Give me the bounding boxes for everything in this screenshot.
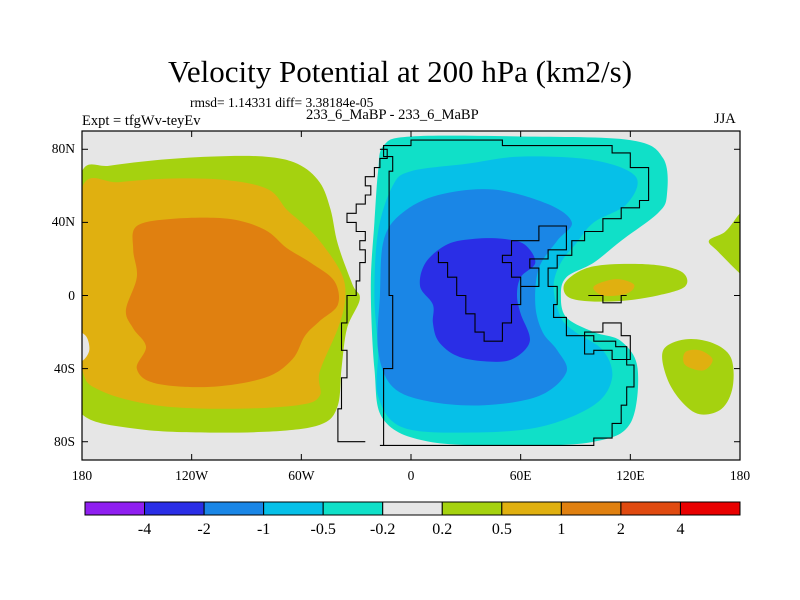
colorbar-label: -2: [197, 521, 211, 538]
contour-east-edge-positive: [708, 213, 740, 274]
y-tick-label: 80N: [51, 141, 75, 157]
y-tick-label: 40S: [53, 360, 75, 376]
y-tick-label: 40N: [51, 214, 75, 230]
x-tick-label: 180: [71, 468, 93, 483]
contour-west-edge-negative: [82, 332, 90, 362]
y-tick-label: 0: [68, 287, 75, 303]
colorbar-swatch: [501, 501, 562, 516]
land-outline-maritime: [588, 294, 627, 304]
colorbar-swatch: [620, 501, 681, 516]
colorbar: [84, 501, 741, 516]
contour-south-pacific-inner: [683, 349, 713, 371]
colorbar-swatch: [84, 501, 146, 516]
contour-east-negative-two: [419, 238, 536, 362]
land-outline-africa: [437, 225, 567, 342]
axis-ticks: [81, 131, 741, 460]
colorbar-swatch: [263, 501, 324, 516]
contour-layer: [82, 135, 740, 446]
colorbar-label: -4: [137, 521, 152, 538]
experiment-label: Expt = tfgWv-teyEv: [82, 113, 201, 129]
colorbar-swatch: [144, 501, 205, 516]
colorbar-swatch: [382, 501, 443, 516]
colorbar-swatch: [679, 501, 741, 516]
colorbar-label: 1: [557, 521, 566, 538]
contour-south-pacific-positive: [662, 338, 734, 415]
x-tick-label: 60W: [288, 468, 315, 483]
colorbar-label: -1: [256, 521, 271, 538]
colorbar-swatch: [441, 501, 503, 516]
chart-title: Velocity Potential at 200 hPa (km2/s): [167, 54, 633, 89]
x-tick-label: 0: [407, 468, 415, 483]
land-outline-layer: [337, 139, 650, 446]
x-tick-label: 180: [729, 468, 751, 483]
x-tick-label: 60E: [509, 468, 532, 483]
x-tick-label: 120W: [175, 468, 209, 483]
colorbar-label: 4: [676, 521, 685, 538]
stats-text: rmsd= 1.14331 diff= 3.38184e-05: [190, 95, 374, 110]
land-outline-australia: [584, 322, 631, 361]
colorbar-label: 0.2: [432, 521, 453, 538]
colorbar-swatch: [322, 501, 384, 516]
colorbar-label: -0.2: [370, 521, 396, 538]
colorbar-swatch: [203, 501, 265, 516]
land-outline-east: [379, 139, 650, 446]
contour-west-positive-one: [125, 217, 340, 388]
colorbar-label: 2: [616, 521, 625, 538]
y-tick-label: 80S: [53, 433, 75, 449]
colorbar-swatch: [560, 501, 622, 516]
contour-pacific-positive-inner: [593, 279, 635, 296]
colorbar-label: 0.5: [491, 521, 512, 538]
colorbar-label: -0.5: [310, 521, 336, 538]
x-tick-label: 120E: [616, 468, 645, 483]
land-outline-west: [337, 148, 388, 443]
season-label: JJA: [714, 111, 736, 127]
comparison-label: 233_6_MaBP - 233_6_MaBP: [306, 107, 479, 123]
